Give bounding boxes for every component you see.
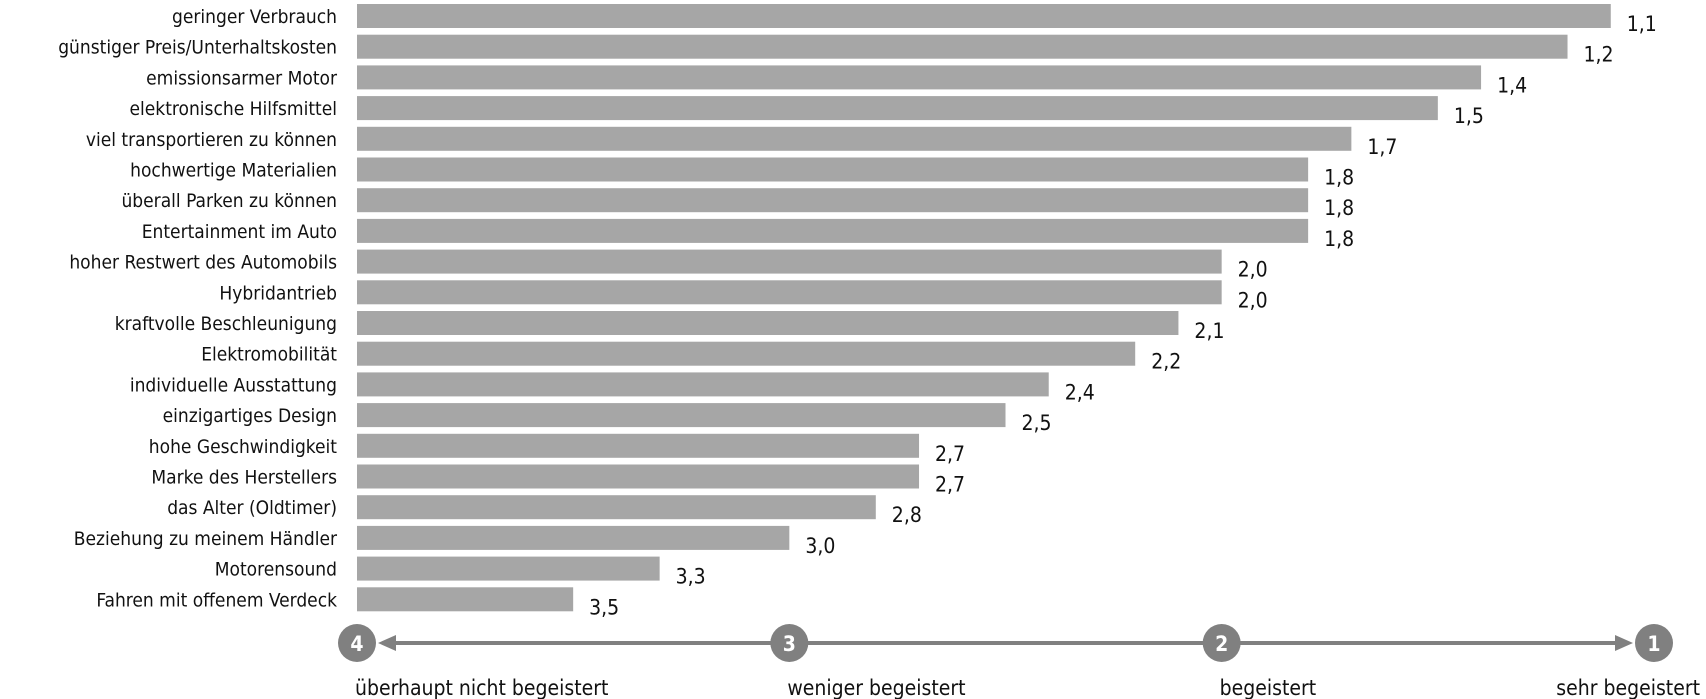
value-label: 2,1 [1194,319,1224,343]
value-label: 2,7 [935,442,965,466]
scale-point [338,624,376,662]
category-label: Marke des Herstellers [151,467,337,489]
bar [357,188,1309,213]
bar [357,403,1006,428]
value-label: 1,8 [1324,196,1354,220]
bar [357,311,1179,335]
bar [357,525,790,550]
bar [357,587,574,612]
value-label: 3,5 [589,595,619,619]
bars [357,4,1611,612]
bar [357,157,1309,182]
category-label: Hybridantrieb [219,282,337,304]
category-label: Elektromobilität [201,344,337,366]
value-label: 1,1 [1627,12,1657,36]
category-label: hohe Geschwindigkeit [149,436,338,458]
category-label: Motorensound [215,559,337,581]
scale-label: sehr begeistert [1556,676,1700,699]
scale-number: 1 [1647,632,1660,656]
bar [357,218,1309,243]
bar [357,372,1049,397]
value-label: 2,0 [1238,258,1268,282]
value-label: 3,0 [805,534,835,558]
category-label: geringer Verbrauch [172,6,337,28]
category-label: kraftvolle Beschleunigung [115,313,337,335]
category-label: überall Parken zu können [121,190,337,212]
bar [357,65,1482,90]
scale-number: 2 [1215,632,1228,656]
bar [357,433,920,458]
value-label: 2,5 [1022,411,1052,435]
bar [357,249,1222,274]
value-label: 1,7 [1367,135,1397,159]
scale-arrow-left [378,635,396,651]
category-label: günstiger Preis/Unterhaltskosten [58,37,337,59]
bar [357,34,1568,59]
value-label: 3,3 [676,565,706,589]
bar [357,126,1352,151]
rating-scale-axis: 4 überhaupt nicht begeistert 3 weniger bege… [338,624,1700,699]
category-labels: geringer Verbrauch günstiger Preis/Unterh… [58,6,338,611]
value-label: 1,8 [1324,227,1354,251]
category-label: einzigartiges Design [163,405,337,427]
scale-label: begeistert [1220,676,1317,699]
value-label: 2,0 [1238,288,1268,312]
category-label: elektronische Hilfsmittel [130,98,337,120]
scale-number: 3 [783,632,796,656]
scale-number: 4 [350,632,363,656]
value-label: 2,8 [892,503,922,527]
category-label: viel transportieren zu können [86,129,337,151]
value-labels: 1,1 1,2 1,4 1,5 1,7 1,8 1,8 1,8 2,0 2,0 2,1 2,2 2,4 2… [589,12,1657,619]
bar [357,96,1438,121]
category-label: Beziehung zu meinem Händler [74,528,338,550]
bar [357,4,1611,28]
bar [357,341,1136,366]
scale-point [1202,624,1241,662]
value-label: 1,8 [1324,166,1354,190]
scale-label: überhaupt nicht begeistert [355,676,608,699]
scale-label: weniger begeistert [787,676,965,699]
value-label: 2,2 [1151,350,1181,374]
value-label: 2,4 [1065,380,1095,404]
bar [357,464,920,489]
bar [357,495,876,520]
scale-point [770,624,809,662]
category-label: individuelle Ausstattung [130,374,337,396]
scale-arrow-right [1615,635,1633,651]
value-label: 1,4 [1497,73,1527,97]
category-label: emissionsarmer Motor [146,67,338,89]
bar [357,556,660,581]
value-label: 1,2 [1584,43,1614,67]
value-label: 2,7 [935,473,965,497]
category-label: Entertainment im Auto [142,221,337,243]
category-label: hochwertige Materialien [130,160,337,182]
value-label: 1,5 [1454,104,1484,128]
category-label: Fahren mit offenem Verdeck [96,589,337,611]
bar [357,280,1222,305]
category-label: hoher Restwert des Automobils [69,252,337,274]
category-label: das Alter (Oldtimer) [167,497,337,519]
scale-point [1635,624,1673,662]
